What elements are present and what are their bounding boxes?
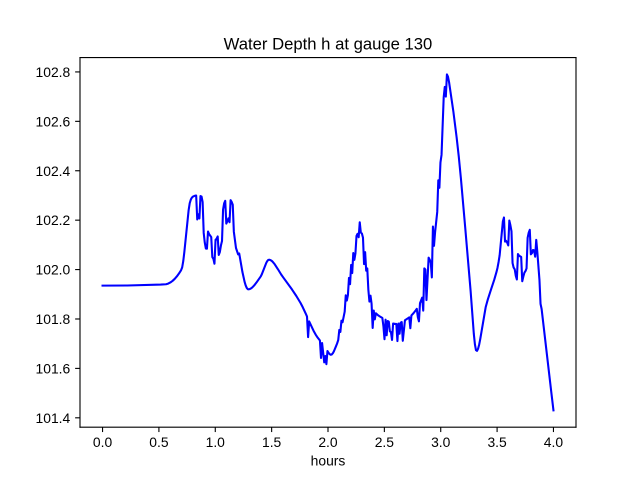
svg-text:101.8: 101.8 [36, 311, 71, 327]
svg-text:Water Depth h at gauge 130: Water Depth h at gauge 130 [224, 34, 433, 53]
svg-text:4.0: 4.0 [544, 434, 564, 450]
svg-text:102.8: 102.8 [36, 64, 71, 80]
svg-text:102.0: 102.0 [36, 262, 71, 278]
svg-text:hours: hours [311, 452, 346, 468]
svg-text:2.0: 2.0 [318, 434, 338, 450]
svg-text:0.5: 0.5 [149, 434, 169, 450]
svg-text:2.5: 2.5 [375, 434, 395, 450]
svg-text:102.4: 102.4 [36, 163, 71, 179]
svg-text:0.0: 0.0 [93, 434, 113, 450]
svg-text:1.5: 1.5 [262, 434, 282, 450]
svg-text:101.4: 101.4 [36, 410, 71, 426]
svg-text:3.0: 3.0 [431, 434, 451, 450]
svg-text:102.2: 102.2 [36, 212, 71, 228]
svg-text:3.5: 3.5 [487, 434, 507, 450]
svg-text:1.0: 1.0 [206, 434, 226, 450]
svg-text:101.6: 101.6 [36, 360, 71, 376]
svg-text:102.6: 102.6 [36, 113, 71, 129]
